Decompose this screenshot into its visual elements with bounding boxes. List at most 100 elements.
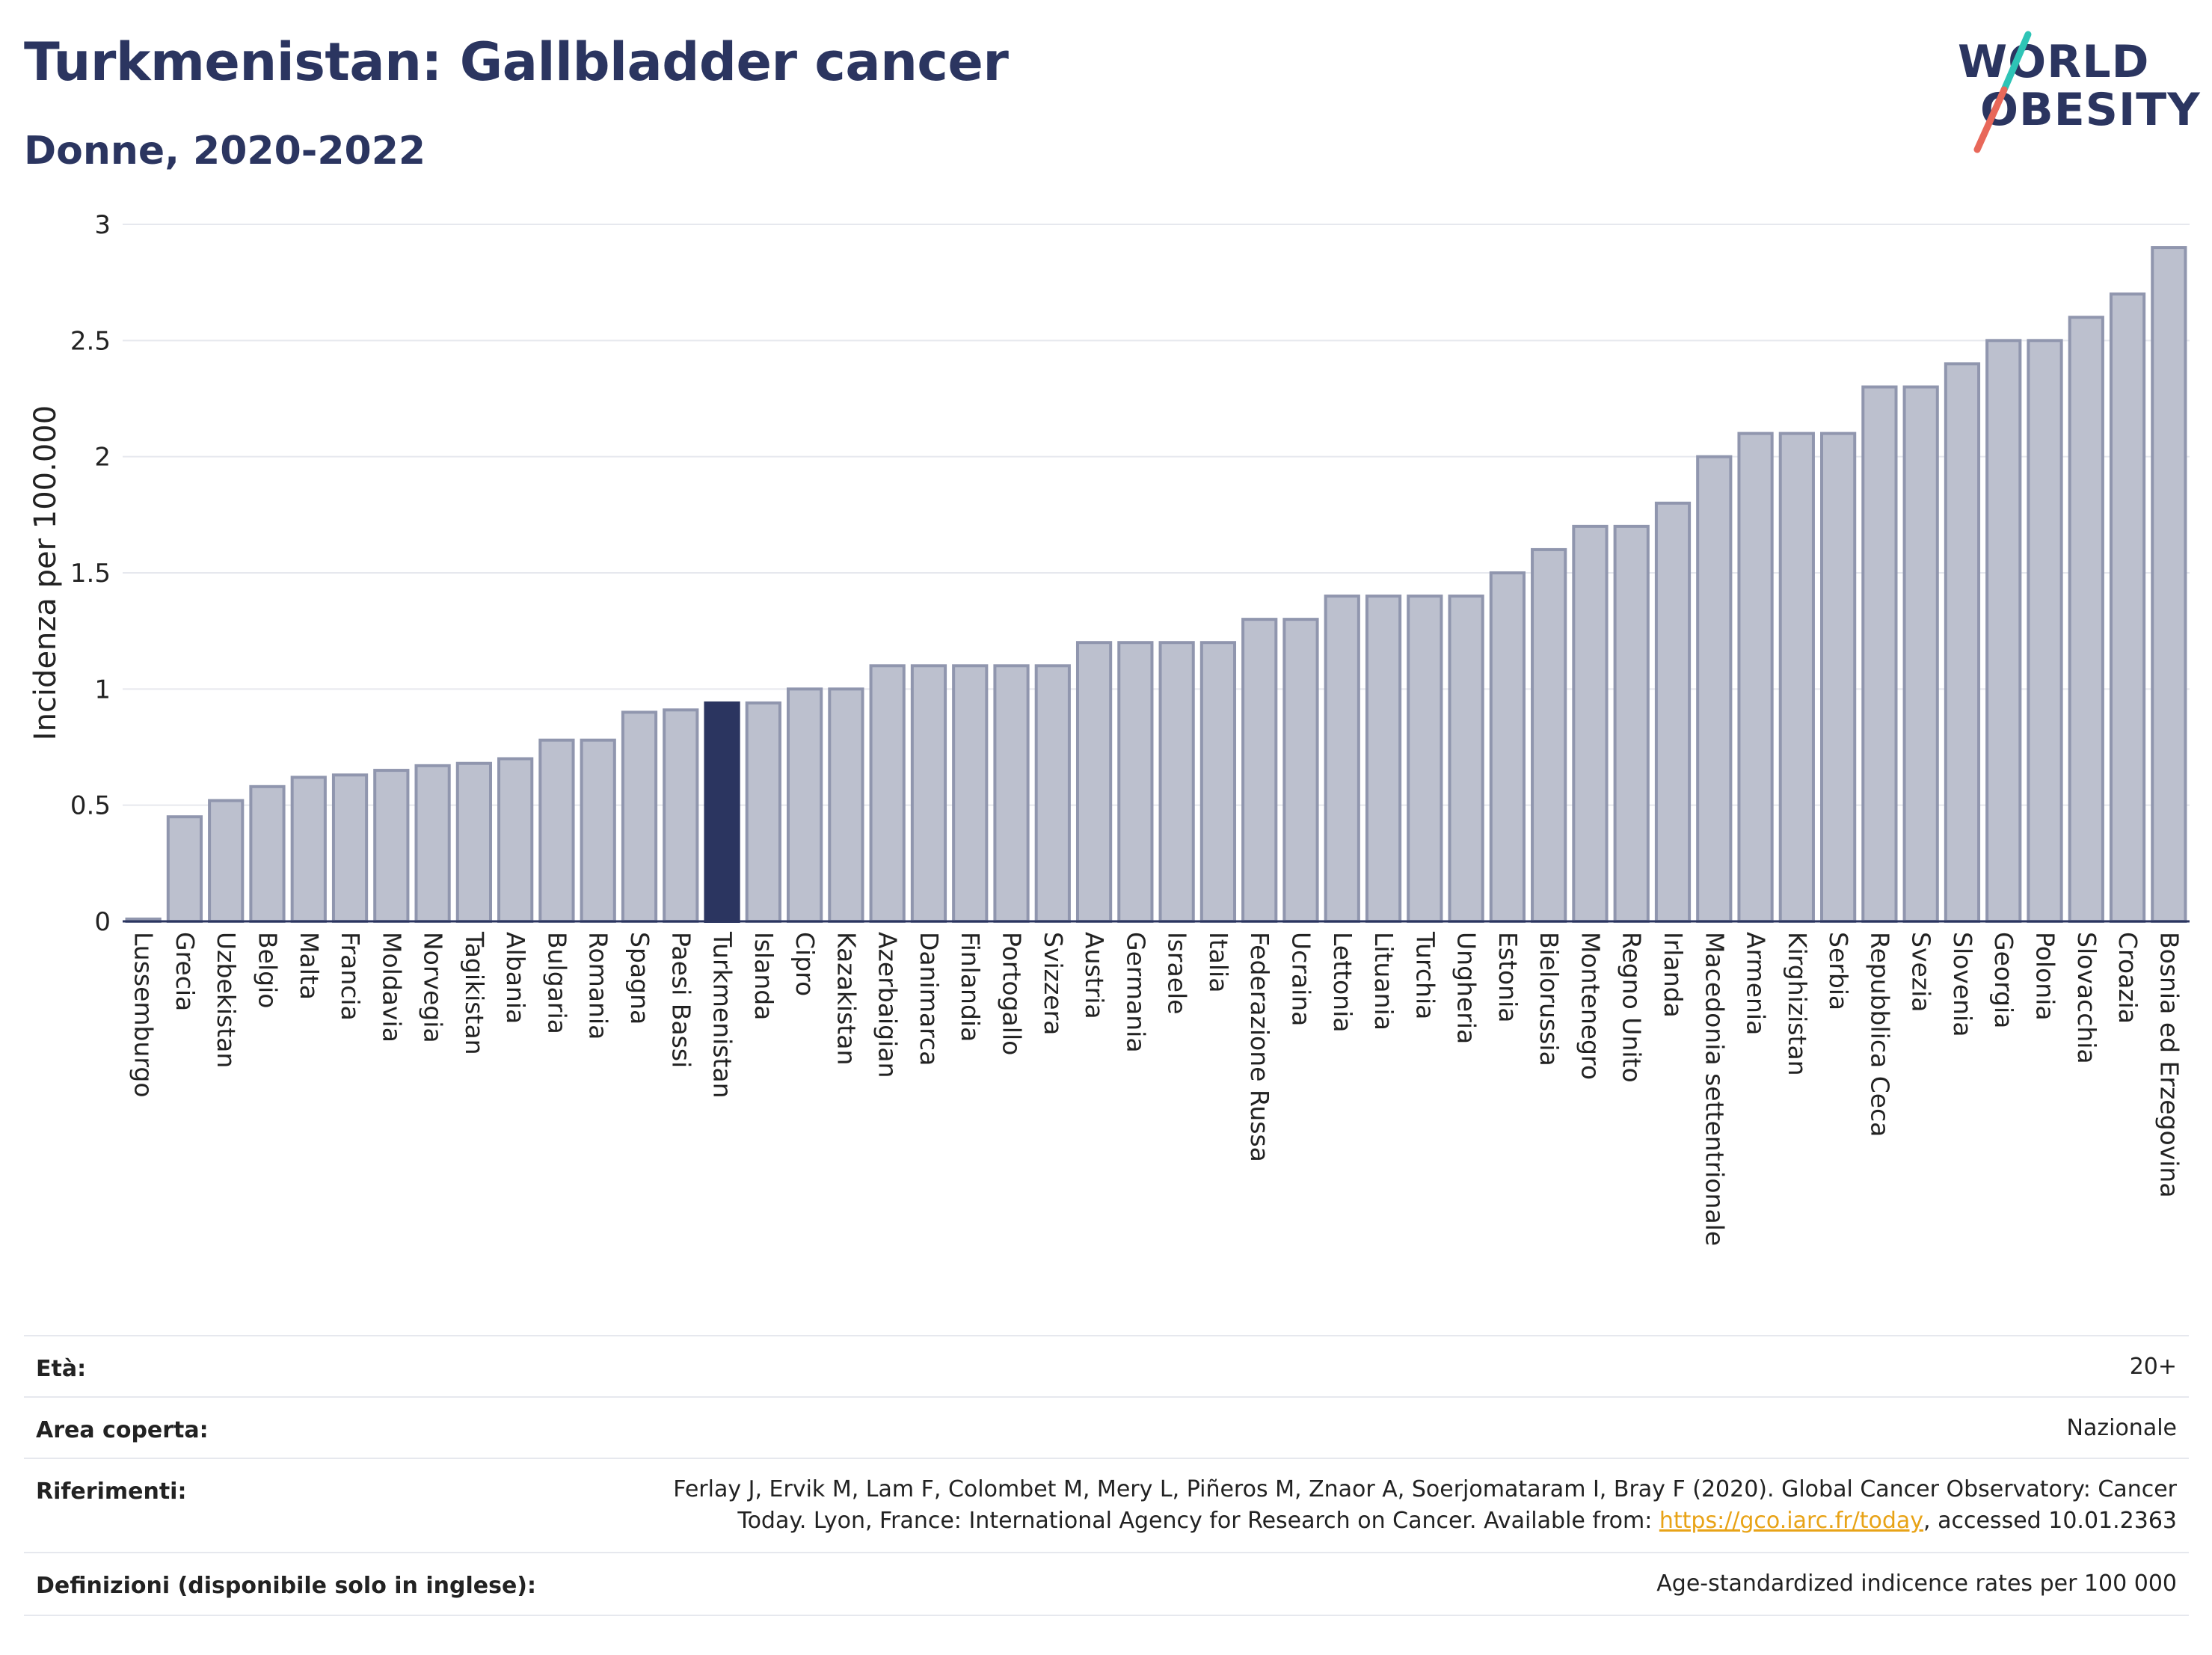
y-tick-label: 0.5 (70, 791, 111, 821)
bar-austria[interactable] (1075, 641, 1113, 923)
bar-kazakistan[interactable] (828, 687, 864, 923)
bar-federazione-russa[interactable] (1241, 618, 1278, 924)
bar-bosnia-ed-erzegovina[interactable] (2151, 246, 2187, 924)
bar-germania[interactable] (1117, 641, 1154, 923)
x-tick-label: Kirghizistan (1783, 932, 1812, 1076)
x-tick-label: Francia (336, 932, 365, 1021)
x-tick-label: Paesi Bassi (666, 932, 695, 1068)
references-line2: Today. Lyon, France: International Agenc… (457, 1505, 2177, 1537)
x-tick-label: Norvegia (419, 932, 448, 1043)
x-tick-label: Slovenia (1948, 932, 1977, 1037)
x-tick-label: Danimarca (915, 932, 944, 1066)
bar-francia[interactable] (331, 773, 369, 924)
world-obesity-logo[interactable]: WORLD OBESITY (1944, 30, 2201, 165)
x-tick-label: Ucraina (1286, 932, 1315, 1026)
x-tick-label: Estonia (1493, 932, 1523, 1022)
x-tick-label: Spagna (625, 932, 654, 1025)
bar-svezia[interactable] (1902, 385, 1939, 923)
x-tick-label: Serbia (1824, 932, 1853, 1010)
bar-grecia[interactable] (166, 815, 203, 924)
bar-cipro[interactable] (787, 687, 823, 923)
x-tick-label: Bielorussia (1534, 932, 1564, 1066)
x-tick-label: Tagikistan (460, 931, 489, 1055)
bar-slovenia[interactable] (1944, 362, 1981, 923)
bar-turkmenistan[interactable] (704, 701, 740, 923)
bar-irlanda[interactable] (1654, 501, 1692, 923)
bar-ucraina[interactable] (1282, 618, 1319, 924)
bar-lituania[interactable] (1365, 595, 1402, 923)
x-tick-label: Macedonia settentrionale (1700, 932, 1729, 1246)
bar-chart: 0 0.5 1 1.5 2 2.5 3 Lussemburgo Grecia Uzbekista… (28, 210, 2190, 1246)
y-tick-label: 1.5 (70, 559, 111, 589)
bar-lettonia[interactable] (1324, 595, 1360, 923)
definitions-label: Definizioni (disponibile solo in inglese… (36, 1573, 536, 1599)
references-line2-post: , accessed 10.01.2363 (1923, 1508, 2177, 1534)
bar-danimarca[interactable] (910, 664, 947, 923)
meta-row-age: Età: 20+ (24, 1335, 2189, 1398)
bar-israele[interactable] (1158, 641, 1195, 923)
x-tick-label: Azerbaigian (873, 932, 903, 1078)
x-tick-label: Turkmenistan (708, 931, 737, 1099)
x-tick-label: Irlanda (1659, 932, 1688, 1018)
x-tick-label: Portogallo (998, 932, 1027, 1055)
bar-azerbaigian[interactable] (869, 664, 906, 923)
bar-turchia[interactable] (1407, 595, 1443, 923)
bar-repubblica-ceca[interactable] (1861, 385, 1898, 923)
logo-line2: OBESITY (1980, 84, 2201, 136)
references-line2-pre: Today. Lyon, France: International Agenc… (737, 1508, 1659, 1534)
references-link[interactable]: https://gco.iarc.fr/today (1659, 1508, 1924, 1534)
bar-polonia[interactable] (2027, 339, 2063, 924)
x-tick-label: Austria (1080, 932, 1109, 1019)
page-title: Turkmenistan: Gallbladder cancer (24, 31, 1009, 93)
x-tick-label: Grecia (170, 932, 200, 1011)
bar-slovacchia[interactable] (2068, 316, 2104, 923)
x-axis-ticks: Lussemburgo Grecia Uzbekistan Belgio Malta Fr… (129, 931, 2184, 1246)
logo-slash-icon (1973, 31, 2032, 153)
bar-croazia[interactable] (2109, 292, 2146, 923)
bar-belgio[interactable] (249, 784, 286, 924)
definitions-value: Age-standardized indicence rates per 100… (1656, 1570, 2177, 1597)
bar-italia[interactable] (1199, 641, 1237, 923)
bar-svizzera[interactable] (1034, 664, 1071, 923)
bar-uzbekistan[interactable] (208, 799, 245, 923)
bar-norvegia[interactable] (414, 764, 451, 923)
x-tick-label: Moldavia (377, 932, 406, 1043)
area-value: Nazionale (2066, 1415, 2177, 1441)
bar-estonia[interactable] (1489, 571, 1526, 923)
x-tick-label: Montenegro (1576, 932, 1605, 1080)
bar-bulgaria[interactable] (538, 738, 575, 923)
bar-regno-unito[interactable] (1613, 524, 1650, 924)
bar-macedonia-settentrionale[interactable] (1696, 455, 1733, 923)
bar-romania[interactable] (580, 738, 616, 923)
bar-finlandia[interactable] (952, 664, 989, 923)
bar-malta[interactable] (290, 776, 327, 923)
area-label: Area coperta: (36, 1417, 209, 1443)
bar-albania[interactable] (497, 757, 534, 923)
bar-portogallo[interactable] (993, 664, 1030, 923)
y-tick-label: 1 (94, 675, 111, 704)
bar-kirghizistan[interactable] (1778, 432, 1815, 924)
bar-paesi-bassi[interactable] (663, 708, 699, 923)
references-label: Riferimenti: (36, 1479, 187, 1505)
bar-spagna[interactable] (621, 710, 658, 924)
bar-islanda[interactable] (745, 701, 781, 923)
y-tick-label: 2.5 (70, 326, 111, 356)
bar-montenegro[interactable] (1572, 524, 1609, 924)
x-tick-label: Israele (1163, 932, 1192, 1015)
x-tick-label: Ungheria (1452, 932, 1481, 1044)
chart-bars (125, 246, 2187, 924)
page-subtitle: Donne, 2020-2022 (24, 129, 426, 174)
x-tick-label: Lussemburgo (129, 932, 159, 1098)
y-tick-label: 0 (94, 907, 111, 937)
bar-bielorussia[interactable] (1531, 547, 1567, 923)
x-tick-label: Regno Unito (1617, 932, 1647, 1083)
x-tick-label: Italia (1204, 932, 1233, 992)
bar-ungheria[interactable] (1448, 595, 1484, 923)
bar-moldavia[interactable] (373, 769, 410, 923)
bar-tagikistan[interactable] (455, 761, 492, 923)
bar-serbia[interactable] (1820, 432, 1857, 924)
x-tick-label: Polonia (2031, 932, 2060, 1021)
bar-georgia[interactable] (1985, 339, 2022, 924)
x-tick-label: Germania (1121, 932, 1150, 1053)
bar-armenia[interactable] (1737, 432, 1774, 924)
